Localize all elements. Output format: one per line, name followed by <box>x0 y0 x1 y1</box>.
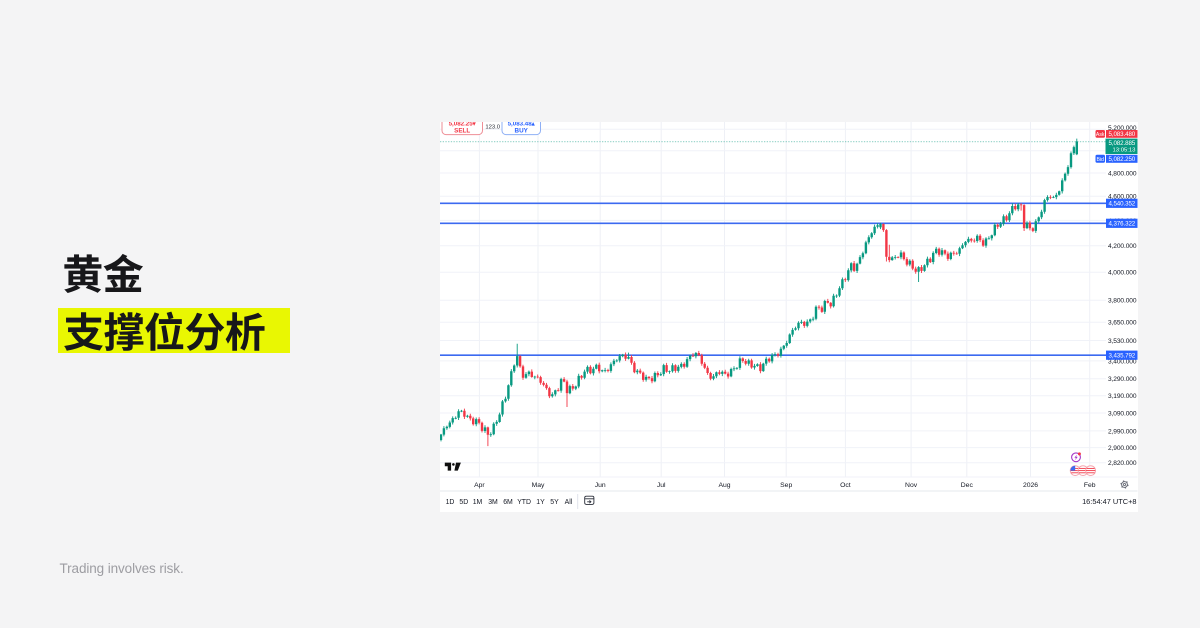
svg-text:4,800.000: 4,800.000 <box>1108 170 1137 177</box>
svg-text:BUY: BUY <box>514 127 528 134</box>
svg-text:1M: 1M <box>472 498 482 505</box>
svg-text:Aug: Aug <box>718 481 730 488</box>
svg-text:123.0: 123.0 <box>485 124 500 130</box>
svg-text:4,540.352: 4,540.352 <box>1108 200 1135 207</box>
svg-text:Dec: Dec <box>960 481 973 488</box>
svg-text:5,083.48▴: 5,083.48▴ <box>507 122 535 128</box>
svg-text:2,820.000: 2,820.000 <box>1108 460 1137 467</box>
svg-text:6M: 6M <box>503 498 513 505</box>
svg-text:16:54:47 UTC+8: 16:54:47 UTC+8 <box>1082 496 1136 505</box>
svg-text:Apr: Apr <box>474 481 485 488</box>
svg-text:3,400.000: 3,400.000 <box>1108 358 1137 365</box>
svg-text:3,290.000: 3,290.000 <box>1108 376 1137 383</box>
svg-text:3,190.000: 3,190.000 <box>1108 393 1137 400</box>
svg-text:1D: 1D <box>445 498 454 505</box>
svg-text:Jul: Jul <box>656 481 665 488</box>
svg-text:2,990.000: 2,990.000 <box>1108 428 1137 435</box>
svg-text:3M: 3M <box>488 498 498 505</box>
svg-text:Oct: Oct <box>840 481 851 488</box>
svg-text:5,082.250: 5,082.250 <box>1108 156 1135 163</box>
svg-text:5,082.25▾: 5,082.25▾ <box>448 122 476 128</box>
svg-text:All: All <box>564 498 572 505</box>
svg-text:5,083.480: 5,083.480 <box>1108 131 1135 138</box>
svg-text:Jun: Jun <box>594 481 605 488</box>
svg-text:Bid: Bid <box>1096 156 1104 162</box>
svg-text:1Y: 1Y <box>536 498 545 505</box>
svg-text:4,600.000: 4,600.000 <box>1108 193 1137 200</box>
svg-text:3,650.000: 3,650.000 <box>1108 319 1137 326</box>
svg-text:SELL: SELL <box>454 127 470 134</box>
svg-text:4,376.322: 4,376.322 <box>1108 220 1135 227</box>
svg-text:2026: 2026 <box>1022 481 1037 488</box>
svg-text:3,090.000: 3,090.000 <box>1108 410 1137 417</box>
svg-text:Sep: Sep <box>780 481 792 488</box>
svg-text:Feb: Feb <box>1083 481 1095 488</box>
svg-text:2,900.000: 2,900.000 <box>1108 445 1137 452</box>
svg-text:3,435.792: 3,435.792 <box>1108 352 1135 359</box>
svg-text:4,000.000: 4,000.000 <box>1108 269 1137 276</box>
svg-text:5,082.885: 5,082.885 <box>1108 140 1135 147</box>
svg-text:13:05:13: 13:05:13 <box>1112 147 1136 153</box>
svg-text:May: May <box>531 481 544 488</box>
svg-text:Ask: Ask <box>1095 131 1104 137</box>
svg-text:Nov: Nov <box>905 481 918 488</box>
svg-text:5Y: 5Y <box>550 498 559 505</box>
svg-text:5,200.000: 5,200.000 <box>1108 124 1137 131</box>
svg-text:5D: 5D <box>459 498 468 505</box>
svg-text:YTD: YTD <box>517 498 531 505</box>
svg-text:3,800.000: 3,800.000 <box>1108 297 1137 304</box>
svg-text:3,530.000: 3,530.000 <box>1108 337 1137 344</box>
svg-text:4,200.000: 4,200.000 <box>1108 243 1137 250</box>
